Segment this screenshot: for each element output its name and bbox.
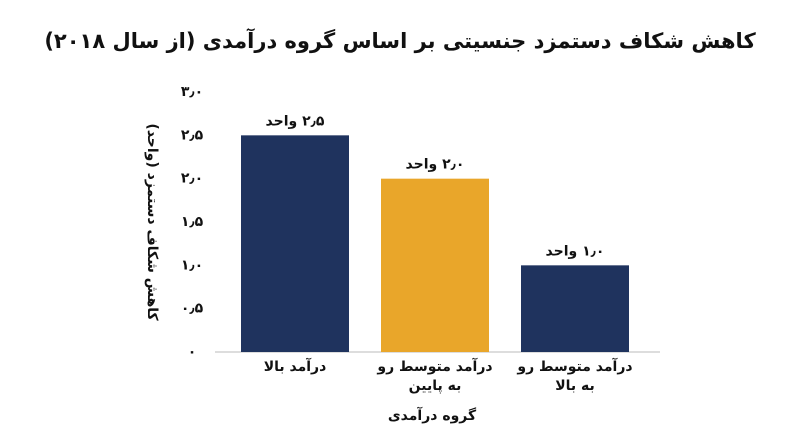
chart-title: کاهش شکاف دستمزد جنسیتی بر اساس گروه درآ… <box>44 28 756 53</box>
y-tick-label: ۱٫۰ <box>181 257 203 273</box>
x-tick-label: درآمد متوسط رو به پایین <box>377 359 493 394</box>
y-tick-label: ۰٫۵ <box>181 301 204 317</box>
y-tick-label: ۰ <box>188 344 197 360</box>
y-axis-title: کاهش شکاف دستمزد (واحد) <box>144 123 160 321</box>
value-label: ۲٫۰ واحد <box>406 157 465 173</box>
x-tick-label: درآمد بالا <box>263 359 327 375</box>
y-tick-label: ۲٫۰ <box>181 171 203 187</box>
y-tick-label: ۲٫۵ <box>181 127 204 143</box>
x-axis-title: گروه درآمدی <box>387 408 477 424</box>
bar <box>521 265 629 352</box>
value-label: ۱٫۰ واحد <box>546 243 605 259</box>
bar <box>381 178 489 352</box>
bar <box>241 135 349 352</box>
value-label: ۲٫۵ واحد <box>266 113 325 129</box>
y-tick-label: ۳٫۰ <box>181 84 203 100</box>
y-tick-label: ۱٫۵ <box>181 214 204 230</box>
x-tick-label: درآمد متوسط رو به بالا <box>517 359 633 394</box>
